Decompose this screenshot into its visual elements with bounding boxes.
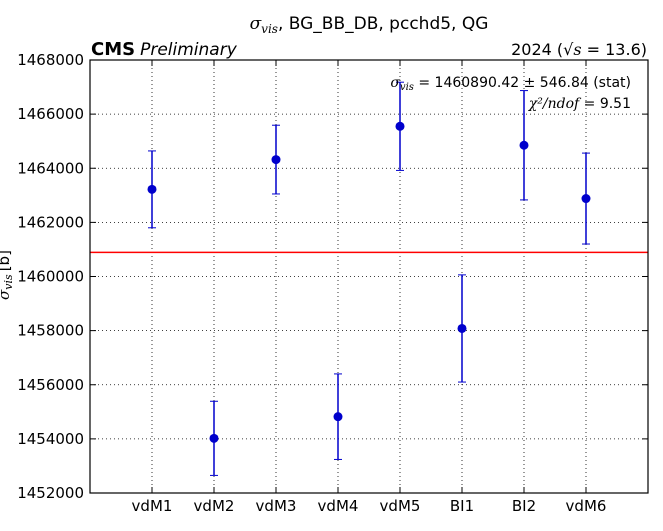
- y-tick-label: 1454000: [17, 430, 84, 448]
- fit-text: = 1460890.42 ± 546.84 (stat): [414, 75, 631, 91]
- data-point: [271, 155, 281, 165]
- ylabel-subscript: vis: [2, 274, 15, 290]
- x-tick-label: vdM6: [566, 497, 607, 515]
- x-tick-label: vdM2: [194, 497, 235, 515]
- energy-prefix: 2024 (: [511, 40, 563, 59]
- data-point: [395, 121, 405, 131]
- y-tick-label: 1468000: [17, 51, 84, 69]
- energy-sqrt: √s: [563, 40, 581, 59]
- data-point: [209, 433, 219, 443]
- y-tick-label: 1462000: [17, 213, 84, 231]
- x-tick-label: vdM3: [256, 497, 297, 515]
- y-tick-label: 1466000: [17, 105, 84, 123]
- fit-annotation: σvis = 1460890.42 ± 546.84 (stat): [390, 75, 631, 93]
- y-tick-label: 1456000: [17, 376, 84, 394]
- grid: [90, 60, 648, 493]
- energy-label: 2024 (√s = 13.6): [511, 40, 647, 59]
- title-subscript: vis: [261, 22, 278, 36]
- y-tick-label: 1460000: [17, 268, 84, 286]
- plot-frame: [89, 59, 649, 494]
- experiment-sublabel: Preliminary: [140, 40, 238, 60]
- x-tick-label: vdM5: [380, 497, 421, 515]
- y-tick-label: 1458000: [17, 322, 84, 340]
- title-symbol: σ: [250, 14, 262, 34]
- data-point: [147, 184, 157, 194]
- data-point: [333, 412, 343, 422]
- experiment-label: CMS: [91, 39, 135, 60]
- y-axis-label: σvis [b]: [0, 250, 15, 300]
- fit-subscript: vis: [400, 82, 414, 93]
- energy-suffix: = 13.6): [582, 40, 647, 59]
- chart-title: σvis, BG_BB_DB, pcchd5, QG: [250, 14, 489, 36]
- axis-ticks: 1452000 1454000 1456000 1458000 1460000 14620…: [17, 51, 648, 515]
- ylabel-symbol: σ: [0, 289, 13, 300]
- data-point: [457, 323, 467, 333]
- chi2-math: χ²/ndof: [528, 96, 582, 112]
- data-points: [147, 81, 591, 476]
- title-rest: , BG_BB_DB, pcchd5, QG: [278, 14, 488, 34]
- x-tick-label: vdM4: [318, 497, 359, 515]
- x-tick-label: vdM1: [132, 497, 173, 515]
- experiment-label-group: CMS Preliminary: [91, 39, 238, 60]
- ylabel-unit: [b]: [0, 250, 13, 271]
- y-tick-label: 1452000: [17, 484, 84, 502]
- fit-symbol: σ: [390, 75, 400, 91]
- data-point: [581, 194, 591, 204]
- x-tick-label: BI2: [512, 497, 536, 515]
- chi2-value: = 9.51: [579, 96, 631, 112]
- data-point: [519, 140, 529, 150]
- chi2-annotation: χ²/ndof = 9.51: [528, 96, 631, 112]
- y-tick-label: 1464000: [17, 159, 84, 177]
- x-tick-label: BI1: [450, 497, 474, 515]
